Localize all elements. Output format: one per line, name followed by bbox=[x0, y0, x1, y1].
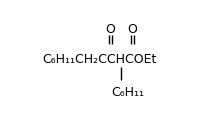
Text: C₆H₁₁: C₆H₁₁ bbox=[111, 86, 144, 99]
Text: O: O bbox=[128, 23, 137, 36]
Text: O: O bbox=[105, 23, 115, 36]
Text: C₆H₁₁CH₂CCHCOEt: C₆H₁₁CH₂CCHCOEt bbox=[43, 53, 157, 66]
